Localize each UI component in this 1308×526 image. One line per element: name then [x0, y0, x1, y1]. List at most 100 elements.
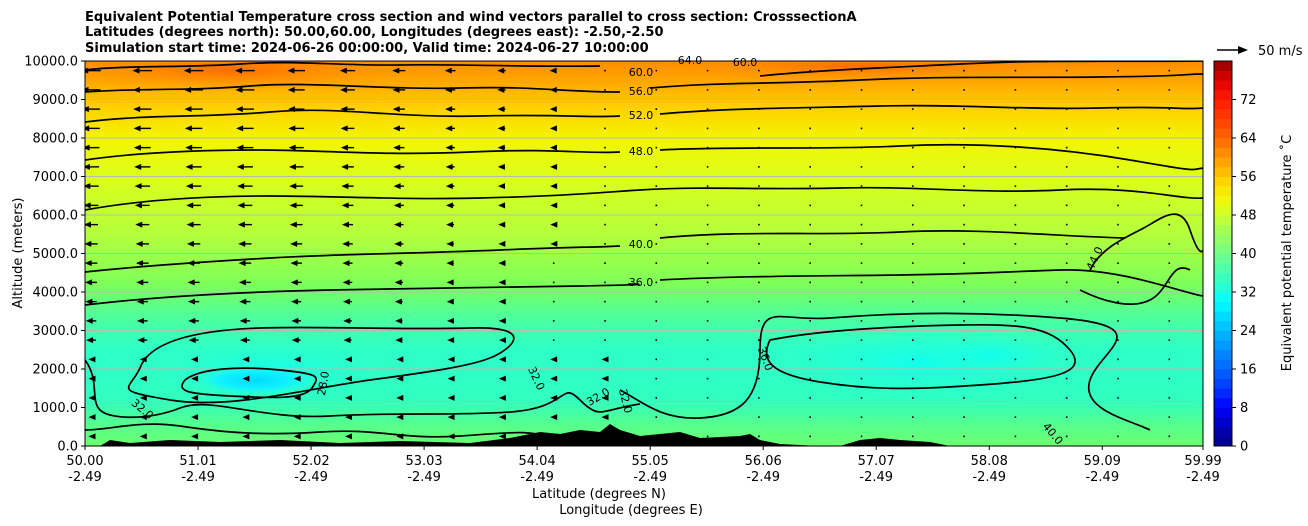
- wind-vector: [1014, 339, 1017, 341]
- wind-vector-head: [134, 202, 142, 209]
- contour-line: [659, 230, 1126, 239]
- y-axis: 0.0 1000.0 2000.0 3000.0 4000.0 5000.0 6000.0 7…: [24, 55, 85, 455]
- colorbar-band: [1214, 70, 1232, 81]
- wind-vector-head: [136, 279, 144, 286]
- wind-vector-head: [186, 221, 194, 228]
- wind-vector: [604, 166, 606, 168]
- wind-vector-head: [393, 183, 401, 190]
- wind-vector: [758, 146, 760, 149]
- wind-vector: [655, 127, 658, 130]
- wind-vector: [809, 243, 811, 245]
- wind-vector: [1168, 416, 1171, 418]
- wind-vector: [912, 243, 914, 245]
- wind-vector: [1117, 185, 1119, 187]
- wind-vector: [1065, 127, 1068, 130]
- plot-area: [85, 61, 1203, 446]
- wind-vector: [552, 339, 555, 341]
- wind-vector-head: [393, 163, 401, 170]
- wind-vector-head: [291, 337, 299, 344]
- wind-vector-head: [187, 279, 195, 286]
- colorbar-band: [1214, 378, 1232, 389]
- wind-vector-head: [88, 433, 96, 440]
- quiver-key: 50 m/s: [1217, 44, 1303, 59]
- wind-vector: [809, 281, 811, 284]
- wind-vector: [809, 69, 811, 72]
- wind-vector: [758, 89, 760, 91]
- wind-vector-head: [550, 202, 558, 209]
- wind-vector: [758, 185, 760, 187]
- wind-vector-head: [447, 337, 455, 344]
- wind-vector: [809, 223, 811, 226]
- wind-vector-head: [392, 86, 400, 93]
- wind-vector: [912, 108, 914, 110]
- wind-vector: [1117, 127, 1119, 130]
- wind-vector: [758, 358, 760, 361]
- contour-label-text: 52.0: [629, 109, 654, 122]
- chart-title: Equivalent Potential Temperature cross s…: [85, 10, 857, 56]
- wind-vector: [860, 243, 863, 245]
- wind-vector-head: [394, 221, 402, 228]
- wind-vector: [706, 108, 709, 110]
- wind-vector: [912, 204, 914, 207]
- wind-vector-head: [549, 125, 557, 132]
- colorbar-band: [1214, 359, 1232, 370]
- contour-label: 48.0: [629, 145, 654, 158]
- cold-core: [920, 335, 1060, 375]
- wind-vector-head: [497, 67, 505, 74]
- x-tick-label: 58.08: [971, 454, 1008, 469]
- contour-label: 40.0: [629, 238, 654, 251]
- wind-vector: [604, 320, 606, 322]
- wind-vector: [706, 377, 709, 380]
- x-tick-label-lon: -2.49: [407, 470, 441, 485]
- wind-vector-head: [85, 279, 93, 286]
- x-tick-label: 53.03: [405, 454, 442, 469]
- wind-vector-head: [447, 414, 455, 421]
- wind-vector: [1117, 262, 1119, 264]
- wind-vector-head: [392, 67, 400, 74]
- wind-vector-head: [85, 106, 89, 113]
- colorbar-band: [1214, 340, 1232, 351]
- wind-vector-head: [239, 298, 247, 305]
- wind-vector-head: [446, 221, 454, 228]
- colorbar-tick-label: 8: [1240, 401, 1248, 416]
- contour-line: [659, 104, 1203, 115]
- wind-vector-head: [446, 260, 454, 267]
- wind-vector-head: [396, 356, 404, 363]
- wind-vector: [758, 243, 760, 245]
- wind-vector-head: [444, 86, 452, 93]
- wind-vector: [963, 377, 965, 380]
- wind-vector-head: [446, 279, 454, 286]
- wind-vector-head: [132, 67, 140, 74]
- colorbar-band: [1214, 388, 1232, 399]
- wind-vector: [912, 262, 914, 264]
- wind-vector: [1065, 108, 1068, 110]
- wind-vector: [963, 89, 965, 91]
- wind-vector: [758, 204, 760, 207]
- wind-vector: [655, 243, 658, 245]
- colorbar-band: [1214, 128, 1232, 139]
- wind-vector-head: [343, 317, 351, 324]
- wind-vector: [809, 262, 811, 264]
- wind-vector: [912, 377, 914, 380]
- wind-vector: [1065, 416, 1068, 418]
- colorbar-band: [1214, 186, 1232, 197]
- wind-vector: [1168, 435, 1171, 438]
- wind-vector-head: [498, 414, 506, 421]
- wind-vector-head: [293, 356, 301, 363]
- wind-vector: [963, 281, 965, 284]
- wind-vector: [706, 358, 709, 361]
- wind-vector: [552, 262, 555, 264]
- wind-vector: [912, 300, 914, 303]
- colorbar-tick-label: 48: [1240, 209, 1257, 224]
- wind-vector-head: [290, 240, 298, 247]
- contour-label-text: 56.0: [629, 85, 654, 98]
- wind-vector: [1168, 146, 1171, 149]
- wind-vector-head: [396, 394, 404, 401]
- wind-vector: [706, 204, 709, 207]
- wind-vector-head: [339, 67, 347, 74]
- wind-vector-head: [236, 144, 244, 151]
- wind-vector: [655, 320, 658, 322]
- wind-vector-head: [445, 144, 453, 151]
- wind-vector-head: [445, 125, 453, 132]
- wind-vector: [860, 435, 863, 438]
